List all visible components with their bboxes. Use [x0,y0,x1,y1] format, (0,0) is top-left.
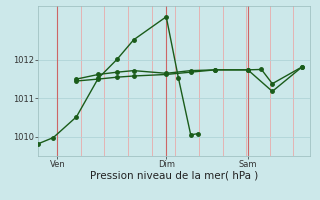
X-axis label: Pression niveau de la mer( hPa ): Pression niveau de la mer( hPa ) [90,171,259,181]
